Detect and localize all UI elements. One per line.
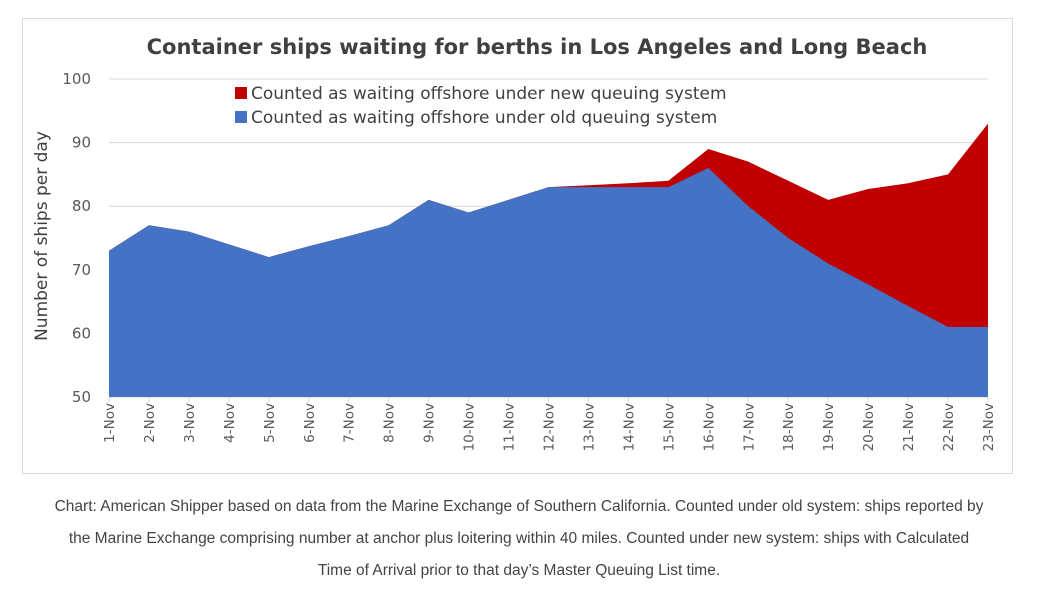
legend: Counted as waiting offshore under new qu… (235, 84, 727, 128)
x-tick-label: 3-Nov (182, 403, 198, 443)
caption-line-3: Time of Arrival prior to that day’s Mast… (317, 562, 721, 579)
x-tick-label: 13-Nov (581, 403, 597, 451)
x-tick-label: 5-Nov (262, 403, 278, 443)
x-tick-label: 20-Nov (861, 403, 877, 451)
area-old-system (109, 168, 988, 397)
x-tick-label: 10-Nov (462, 403, 478, 451)
x-tick-label: 6-Nov (302, 403, 318, 443)
x-tick-label: 11-Nov (502, 403, 518, 451)
x-tick-label: 21-Nov (901, 403, 917, 451)
legend-swatch-new (235, 87, 247, 99)
y-axis-label: Number of ships per day (32, 131, 52, 341)
x-tick-label: 18-Nov (781, 403, 797, 451)
legend-swatch-old (235, 111, 247, 123)
x-tick-label: 22-Nov (941, 403, 957, 451)
x-tick-label: 1-Nov (102, 403, 118, 443)
y-tick-label: 70 (72, 261, 91, 279)
x-tick-label: 16-Nov (701, 403, 717, 451)
chart: Container ships waiting for berths in Lo… (32, 35, 997, 451)
x-tick-label: 19-Nov (821, 403, 837, 451)
x-tick-label: 4-Nov (222, 403, 238, 443)
chart-title: Container ships waiting for berths in Lo… (147, 35, 928, 59)
x-tick-label: 8-Nov (382, 403, 398, 443)
area-series (109, 123, 988, 398)
y-tick-label: 50 (72, 388, 91, 406)
x-tick-label: 9-Nov (422, 403, 438, 443)
x-tick-label: 7-Nov (342, 403, 358, 443)
caption-line-1: Chart: American Shipper based on data fr… (54, 498, 984, 515)
y-axis-ticks: 50 60 70 80 90 100 (62, 70, 91, 406)
y-tick-label: 80 (72, 197, 91, 215)
x-tick-label: 23-Nov (981, 403, 997, 451)
y-tick-label: 90 (72, 134, 91, 152)
caption-line-2: the Marine Exchange comprising number at… (68, 530, 970, 547)
y-tick-label: 100 (62, 70, 91, 88)
x-tick-label: 2-Nov (142, 403, 158, 443)
x-tick-label: 12-Nov (542, 403, 558, 451)
x-axis-ticks: 1-Nov 2-Nov 3-Nov 4-Nov 5-Nov 6-Nov 7-Nov 8-Nov… (102, 397, 997, 451)
legend-label-new: Counted as waiting offshore under new qu… (251, 84, 727, 104)
x-tick-label: 15-Nov (661, 403, 677, 451)
y-tick-label: 60 (72, 324, 91, 342)
x-tick-label: 17-Nov (741, 403, 757, 451)
x-tick-label: 14-Nov (621, 403, 637, 451)
legend-label-old: Counted as waiting offshore under old qu… (251, 108, 717, 128)
